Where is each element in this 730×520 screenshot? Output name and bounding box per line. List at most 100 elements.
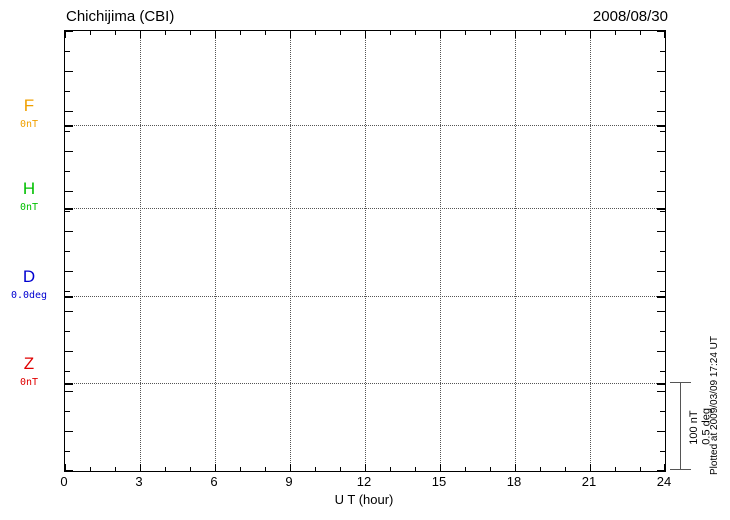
x-axis-tick xyxy=(640,467,641,471)
y-axis-tick xyxy=(657,151,665,152)
y-axis-tick xyxy=(660,171,665,172)
x-axis-tick xyxy=(240,31,241,35)
x-axis-tick xyxy=(290,31,291,38)
x-axis-tick xyxy=(590,31,591,38)
y-axis-tick xyxy=(657,311,665,312)
x-axis-tick xyxy=(664,31,665,38)
baseline-tick-h xyxy=(65,208,73,210)
y-axis-tick xyxy=(657,351,665,352)
component-baseline-value-f: 0nT xyxy=(19,119,39,130)
y-axis-tick xyxy=(657,231,665,232)
y-axis-tick xyxy=(657,470,665,471)
x-axis-title: U T (hour) xyxy=(334,492,394,507)
x-axis-tick xyxy=(165,467,166,471)
x-axis-tick xyxy=(315,467,316,471)
baseline-tick-h xyxy=(657,208,665,210)
y-axis-tick xyxy=(660,251,665,252)
baseline-tick-f xyxy=(65,125,73,127)
component-letter-d: D xyxy=(22,267,36,286)
baseline-gridline-h xyxy=(65,208,665,209)
x-axis-tick xyxy=(90,31,91,35)
x-axis-tick xyxy=(265,31,266,35)
y-axis-tick xyxy=(660,291,665,292)
x-axis-tick xyxy=(615,467,616,471)
y-axis-tick xyxy=(65,171,70,172)
y-axis-tick xyxy=(65,411,70,412)
y-axis-tick xyxy=(657,31,665,32)
y-axis-tick xyxy=(65,71,73,72)
y-axis-tick xyxy=(65,251,70,252)
baseline-tick-f xyxy=(657,125,665,127)
y-axis-tick xyxy=(65,311,73,312)
x-axis-tick xyxy=(115,467,116,471)
y-axis-tick xyxy=(657,391,665,392)
x-axis-tick xyxy=(515,464,516,471)
page-title: Chichijima (CBI) xyxy=(66,8,175,25)
x-axis-tick xyxy=(615,31,616,35)
baseline-gridline-d xyxy=(65,296,665,297)
y-axis-tick xyxy=(65,271,73,272)
plotted-at-text: Plotted at 2009/03/09 17:24 UT xyxy=(709,336,720,475)
y-axis-tick xyxy=(660,411,665,412)
x-axis-tick xyxy=(390,467,391,471)
x-axis-tick xyxy=(165,31,166,35)
y-axis-tick xyxy=(65,211,70,212)
x-axis-tick xyxy=(140,464,141,471)
baseline-tick-d xyxy=(657,296,665,298)
x-axis-tick-label: 12 xyxy=(356,474,372,489)
y-axis-tick xyxy=(65,470,73,471)
y-axis-tick xyxy=(660,51,665,52)
component-label-f: F 0nT xyxy=(0,96,58,130)
x-axis-tick xyxy=(140,31,141,38)
x-axis-tick xyxy=(340,31,341,35)
y-axis-tick xyxy=(65,191,73,192)
vertical-gridline xyxy=(140,31,141,471)
y-axis-tick xyxy=(660,451,665,452)
x-axis-tick-label: 18 xyxy=(506,474,522,489)
vertical-gridline xyxy=(290,31,291,471)
x-axis-tick xyxy=(465,31,466,35)
x-axis-tick xyxy=(490,31,491,35)
y-axis-tick xyxy=(65,111,73,112)
y-axis-tick xyxy=(65,231,73,232)
y-axis-tick xyxy=(65,91,70,92)
component-label-d: D 0.0deg xyxy=(0,267,58,301)
y-axis-tick xyxy=(657,431,665,432)
y-axis-tick xyxy=(65,431,73,432)
component-baseline-value-h: 0nT xyxy=(19,202,39,213)
y-axis-tick xyxy=(660,331,665,332)
scale-bar-top-cap xyxy=(670,382,691,383)
baseline-gridline-z xyxy=(65,383,665,384)
scale-bar-nt: 100 nT xyxy=(688,410,700,445)
x-axis-tick xyxy=(190,467,191,471)
x-axis-tick xyxy=(540,31,541,35)
x-axis-tick xyxy=(590,464,591,471)
baseline-tick-d xyxy=(65,296,73,298)
x-axis-tick xyxy=(440,464,441,471)
x-axis-tick xyxy=(215,31,216,38)
x-axis-tick xyxy=(65,464,66,471)
x-axis-tick xyxy=(240,467,241,471)
x-axis-tick-label: 24 xyxy=(656,474,672,489)
scale-bar xyxy=(670,382,691,470)
x-axis-tick xyxy=(365,31,366,38)
x-axis-tick xyxy=(265,467,266,471)
x-axis-tick-label: 15 xyxy=(431,474,447,489)
component-letter-h: H xyxy=(22,179,36,198)
x-axis-tick xyxy=(315,31,316,35)
plotted-at-stamp: Plotted at 2009/03/09 17:24 UT xyxy=(709,336,720,478)
x-axis-tick xyxy=(664,464,665,471)
x-axis-tick-label: 21 xyxy=(581,474,597,489)
x-axis-tick-label: 9 xyxy=(285,474,293,489)
component-letter-f: F xyxy=(23,96,35,115)
x-axis-tick xyxy=(290,464,291,471)
x-axis-tick-label: 6 xyxy=(210,474,218,489)
x-axis-tick xyxy=(565,467,566,471)
y-axis-tick xyxy=(65,351,73,352)
baseline-gridline-f xyxy=(65,125,665,126)
baseline-tick-z xyxy=(657,383,665,385)
x-axis-tick xyxy=(415,31,416,35)
y-axis-tick xyxy=(657,71,665,72)
x-axis-tick xyxy=(340,467,341,471)
